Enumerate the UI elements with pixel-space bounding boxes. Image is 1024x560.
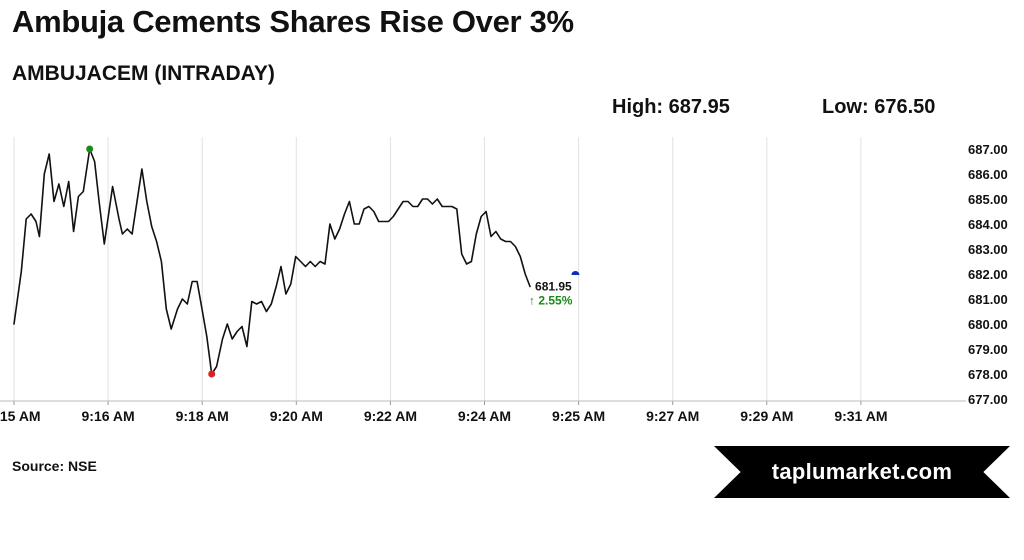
- y-tick-label: 677.00: [968, 392, 1008, 407]
- x-tick-label: 9:25 AM: [552, 408, 605, 424]
- y-tick-label: 682.00: [968, 267, 1008, 282]
- y-tick-label: 687.00: [968, 142, 1008, 157]
- day-low-marker: [208, 370, 216, 378]
- day-high-marker: [86, 145, 94, 153]
- x-tick-label: 9:24 AM: [458, 408, 511, 424]
- price-line: [13, 148, 531, 375]
- page-title: Ambuja Cements Shares Rise Over 3%: [12, 4, 574, 39]
- y-tick-label: 681.00: [968, 292, 1008, 307]
- y-tick-label: 678.00: [968, 367, 1008, 382]
- x-tick-label: 9:22 AM: [364, 408, 417, 424]
- y-tick-label: 686.00: [968, 167, 1008, 182]
- y-tick-label: 685.00: [968, 192, 1008, 207]
- x-tick-label: 9:18 AM: [176, 408, 229, 424]
- x-tick-label: 9:16 AM: [82, 408, 135, 424]
- y-tick-label: 680.00: [968, 317, 1008, 332]
- last-price-label: 681.95: [535, 280, 572, 294]
- high-price-label: High: 687.95: [612, 96, 730, 118]
- x-tick-label: 9:29 AM: [740, 408, 793, 424]
- x-tick-label: 9:31 AM: [834, 408, 887, 424]
- x-tick-label: 9:20 AM: [270, 408, 323, 424]
- last-price-marker: [571, 271, 580, 275]
- y-tick-label: 684.00: [968, 217, 1008, 232]
- change-percent-label: ↑ 2.55%: [529, 294, 573, 308]
- x-tick-label: 9:27 AM: [646, 408, 699, 424]
- y-tick-label: 683.00: [968, 242, 1008, 257]
- brand-text: taplumarket.com: [771, 459, 953, 484]
- chart-subtitle: AMBUJACEM (INTRADAY): [12, 62, 275, 85]
- x-tick-label: 9:15 AM: [0, 408, 41, 424]
- y-tick-label: 679.00: [968, 342, 1008, 357]
- brand-banner[interactable]: taplumarket.com: [714, 446, 1010, 498]
- source-label: Source: NSE: [12, 458, 97, 474]
- low-price-label: Low: 676.50: [822, 96, 936, 118]
